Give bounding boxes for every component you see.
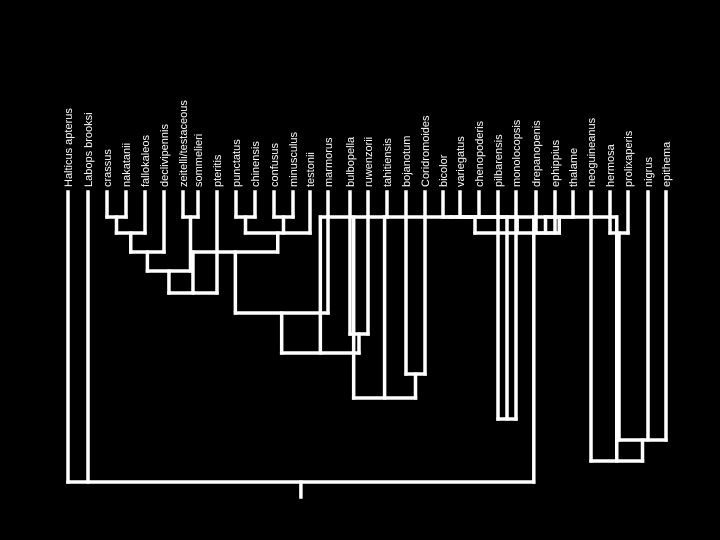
taxon-label: crassus: [102, 149, 114, 187]
taxon-label: ephippius: [550, 139, 562, 187]
taxon-label: thalame: [568, 148, 580, 187]
taxon-label: bicolor: [438, 154, 450, 187]
taxon-label: confusus: [269, 142, 281, 187]
taxon-label: hermosa: [605, 143, 617, 187]
taxon-label: bulbopella: [345, 136, 357, 187]
taxon-label: neoguineanus: [586, 117, 598, 187]
taxon-label: chenopoderis: [474, 120, 486, 187]
taxon-label: epithema: [661, 141, 673, 187]
taxon-label: drepanopenis: [531, 120, 543, 187]
taxon-label: bojanotum: [401, 136, 413, 187]
taxon-label: chinensis: [250, 141, 262, 187]
taxon-label: minusculus: [288, 131, 300, 187]
taxon-label: punctatus: [231, 139, 243, 187]
taxon-label: fallokaleos: [140, 135, 152, 187]
taxon-label: sommelieri: [193, 134, 205, 187]
taxon-label: nigrus: [643, 157, 655, 187]
taxon-label: marmorus: [323, 137, 335, 187]
taxon-label: declivipennis: [159, 124, 171, 187]
taxon-label: Labops brooksi: [83, 112, 95, 187]
taxon-label: pilbarensis: [493, 134, 505, 187]
taxon-label: pteritis: [212, 154, 224, 187]
taxon-label: testonii: [305, 152, 317, 187]
taxon-label: monolocopsis: [511, 119, 523, 187]
taxon-label: Halticus apterus: [63, 108, 75, 187]
taxon-label: prolixaperis: [623, 130, 635, 187]
taxon-label: variegatus: [455, 136, 467, 187]
taxon-label: Coridromoides: [420, 115, 432, 187]
taxon-labels: Halticus apterus Labops brooksi crassus nak…: [63, 100, 673, 187]
tree-branches: [66, 190, 668, 499]
taxon-label: ruwenzorii: [363, 137, 375, 187]
taxon-label: tahitiensis: [382, 138, 394, 187]
taxon-label: nakatanii: [121, 143, 133, 187]
taxon-label: zeitelli/testaceous: [178, 100, 190, 187]
